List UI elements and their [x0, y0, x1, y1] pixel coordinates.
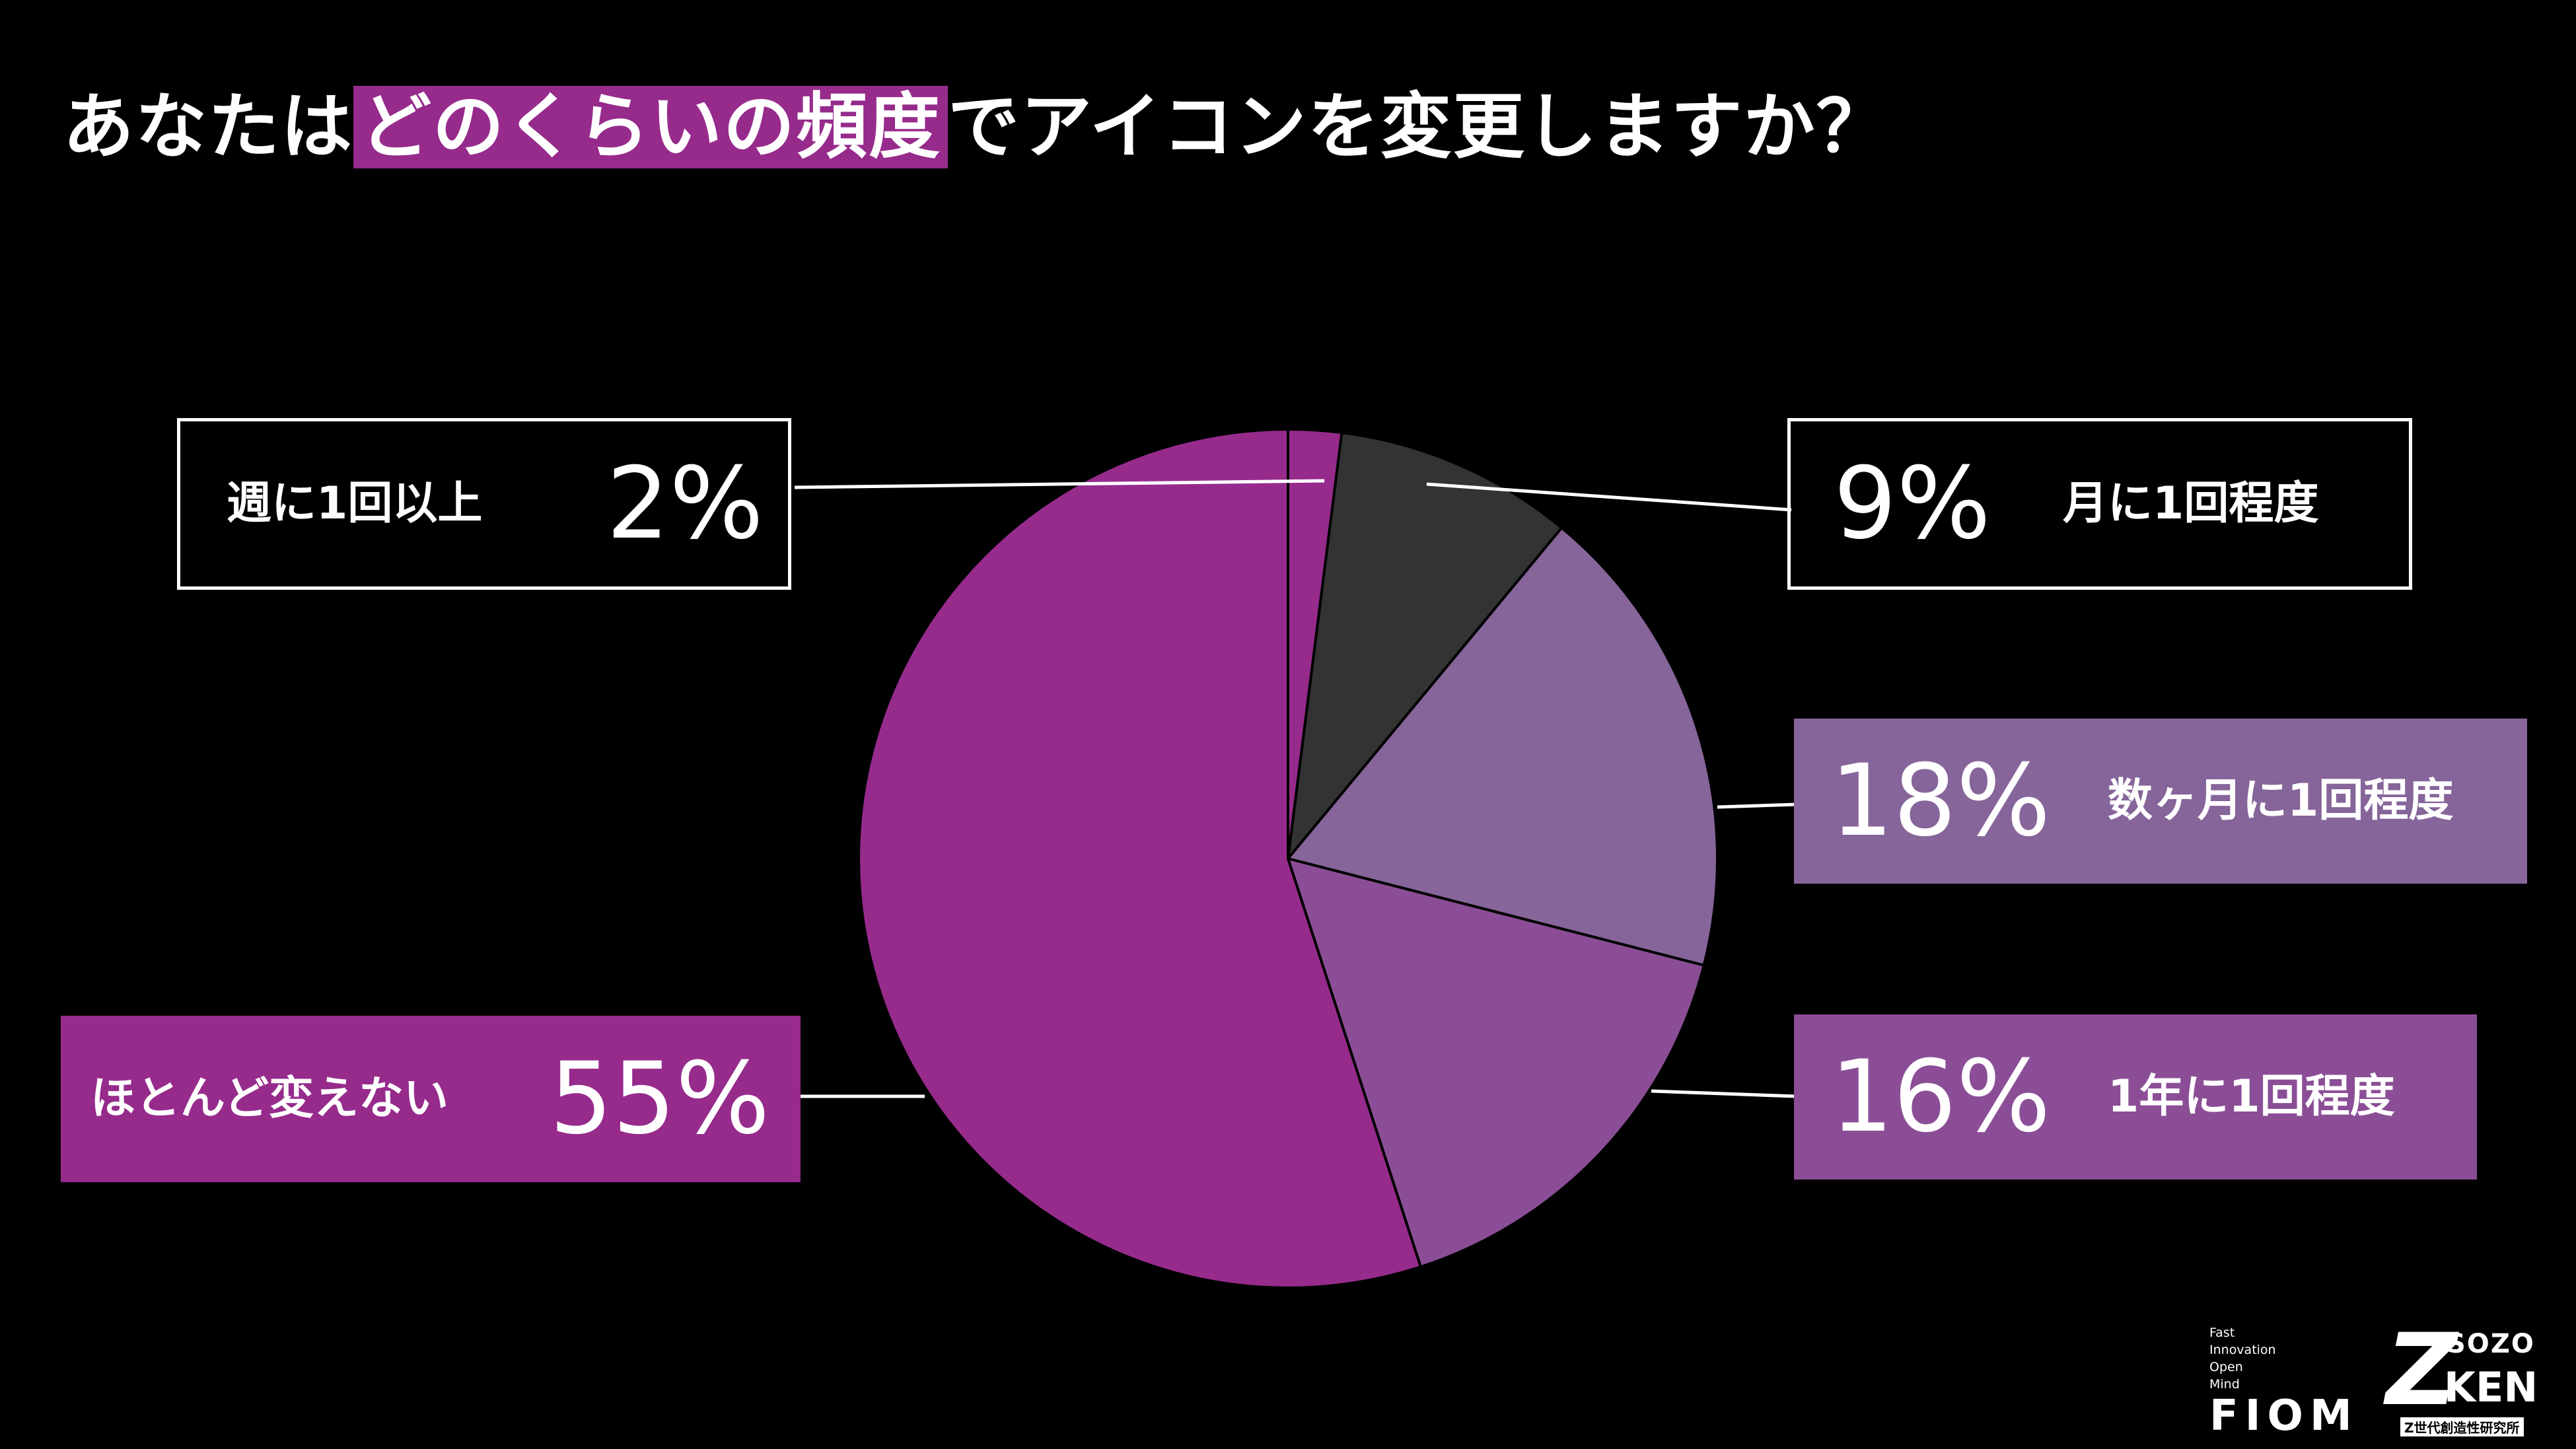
- fiom-tagline-4: Mind: [2209, 1377, 2240, 1392]
- label-weekly-caption: 週に1回以上: [227, 477, 483, 530]
- fiom-tagline-3: Open: [2209, 1360, 2243, 1374]
- label-monthly: 9% 月に1回程度: [1787, 418, 2412, 590]
- zken-logo: Z SOZO KEN Z世代創造性研究所: [2386, 1321, 2544, 1436]
- label-never: ほとんど変えない 55%: [61, 1016, 801, 1182]
- title-prefix: あなたは: [63, 86, 354, 168]
- label-several-months-value: 18%: [1830, 744, 2051, 859]
- slice-monthly: [1286, 431, 1564, 863]
- fiom-wordmark: FIOM: [2209, 1392, 2359, 1440]
- label-yearly-value: 16%: [1830, 1040, 2051, 1154]
- leader-weekly: [794, 479, 1325, 489]
- fiom-tagline-1: Fast: [2209, 1325, 2235, 1340]
- leader-monthly: [1426, 482, 1792, 512]
- label-yearly-caption: 1年に1回程度: [2108, 1071, 2395, 1123]
- leader-several-months: [1717, 802, 1797, 809]
- leader-yearly: [1651, 1089, 1797, 1098]
- title-suffix: でアイコンを変更しますか？: [948, 86, 1889, 168]
- fiom-tagline-2: Innovation: [2209, 1343, 2276, 1357]
- label-weekly-value: 2%: [606, 446, 764, 561]
- slice-never: [857, 427, 1423, 1289]
- label-never-caption: ほとんど変えない: [90, 1073, 448, 1125]
- zken-sozo: SOZO: [2447, 1329, 2535, 1359]
- label-monthly-value: 9%: [1834, 446, 1991, 561]
- label-yearly: 16% 1年に1回程度: [1794, 1014, 2477, 1180]
- label-weekly: 週に1回以上 2%: [177, 418, 791, 590]
- title-highlight: どのくらいの頻度: [353, 86, 948, 168]
- page-title: あなたはどのくらいの頻度でアイコンを変更しますか？: [63, 78, 1889, 177]
- slice-several-months: [1285, 526, 1719, 968]
- label-monthly-caption: 月に1回程度: [2063, 477, 2319, 530]
- label-never-value: 55%: [550, 1042, 770, 1156]
- zken-mark: Z: [2386, 1313, 2458, 1428]
- slice-yearly: [1285, 857, 1706, 1269]
- label-several-months: 18% 数ヶ月に1回程度: [1794, 719, 2527, 884]
- fiom-logo: Fast Innovation Open Mind FIOM: [2209, 1324, 2359, 1439]
- zken-subtitle: Z世代創造性研究所: [2400, 1417, 2524, 1436]
- label-several-months-caption: 数ヶ月に1回程度: [2108, 775, 2454, 827]
- zken-ken: KEN: [2444, 1363, 2538, 1411]
